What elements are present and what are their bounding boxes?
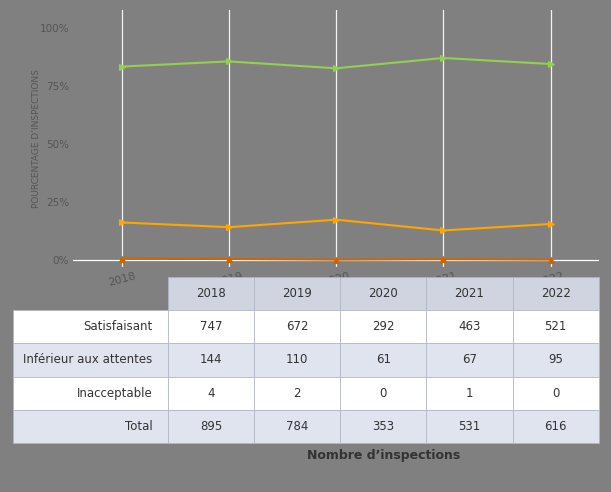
Inférieur aux attentes xyxy=(225,224,232,230)
Text: Nombre d’inspections: Nombre d’inspections xyxy=(307,449,460,462)
Line: Inférieur aux attentes: Inférieur aux attentes xyxy=(118,216,554,234)
Y-axis label: POURCENTAGE D’INSPECTIONS: POURCENTAGE D’INSPECTIONS xyxy=(32,69,42,208)
Satisfaisant xyxy=(547,61,554,67)
Inacceptable xyxy=(332,257,340,263)
Satisfaisant xyxy=(118,63,125,69)
Inférieur aux attentes xyxy=(440,227,447,233)
Line: Satisfaisant: Satisfaisant xyxy=(118,55,554,72)
Inférieur aux attentes xyxy=(547,221,554,227)
Inacceptable xyxy=(118,256,125,262)
Satisfaisant xyxy=(225,59,232,64)
Inacceptable xyxy=(225,256,232,262)
Satisfaisant xyxy=(332,65,340,71)
Inférieur aux attentes xyxy=(118,219,125,225)
Inférieur aux attentes xyxy=(332,217,340,223)
Inacceptable xyxy=(440,256,447,262)
Line: Inacceptable: Inacceptable xyxy=(118,255,554,263)
Inacceptable xyxy=(547,257,554,263)
Satisfaisant xyxy=(440,55,447,61)
